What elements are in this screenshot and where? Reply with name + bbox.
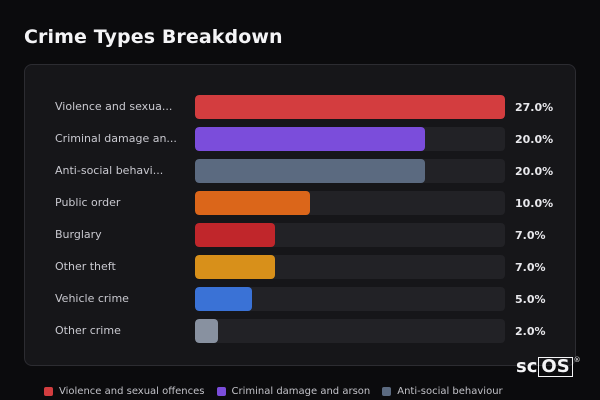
legend-swatch (382, 387, 392, 396)
bar-category-label: Criminal damage an... (55, 132, 177, 145)
bar (195, 287, 253, 311)
bar-row: Vehicle crime 5.0% (55, 287, 555, 311)
scos-logo: sc OS ® (516, 356, 581, 377)
bar-category-label: Public order (55, 196, 121, 209)
bar (195, 255, 276, 279)
bar-track (195, 127, 505, 151)
legend-item: Violence and sexual offences (44, 386, 205, 397)
bar-row: Burglary 7.0% (55, 223, 555, 247)
chart-panel: Violence and sexua... 27.0% Criminal damag… (24, 64, 576, 366)
bar-row: Other theft 7.0% (55, 255, 555, 279)
bar-row: Criminal damage an... 20.0% (55, 127, 555, 151)
bar-category-label: Other crime (55, 324, 121, 337)
legend-swatch (44, 387, 53, 396)
bar-track (195, 95, 505, 119)
logo-registered-mark: ® (573, 356, 581, 364)
chart-title: Crime Types Breakdown (24, 26, 283, 48)
bar (195, 95, 505, 119)
legend-swatch (216, 387, 226, 396)
bar-category-label: Burglary (55, 228, 102, 241)
bar-track (195, 287, 505, 311)
chart-legend: Violence and sexual offences Criminal dam… (44, 386, 503, 397)
bar (195, 319, 218, 343)
bar-value-label: 20.0% (515, 165, 554, 178)
bar-row: Anti-social behavi... 20.0% (55, 159, 555, 183)
bar-track (195, 159, 505, 183)
bar-row: Violence and sexua... 27.0% (55, 95, 555, 119)
legend-item: Anti-social behaviour (382, 386, 503, 397)
bar-value-label: 2.0% (515, 325, 546, 338)
legend-label: Violence and sexual offences (59, 386, 205, 397)
bar-track (195, 223, 505, 247)
bar-track (195, 319, 505, 343)
logo-text-sc: sc (516, 356, 538, 377)
bar-value-label: 5.0% (515, 293, 546, 306)
bar (195, 159, 425, 183)
bar-track (195, 191, 505, 215)
legend-label: Criminal damage and arson (231, 386, 371, 397)
bar-value-label: 7.0% (515, 261, 546, 274)
legend-label: Anti-social behaviour (397, 386, 503, 397)
logo-text-os: OS (538, 356, 573, 377)
bar-value-label: 27.0% (515, 101, 554, 114)
bar-row: Public order 10.0% (55, 191, 555, 215)
bar-track (195, 255, 505, 279)
bar-value-label: 10.0% (515, 197, 554, 210)
bar-row: Other crime 2.0% (55, 319, 555, 343)
bar (195, 223, 276, 247)
bar-category-label: Vehicle crime (55, 292, 129, 305)
bar-category-label: Other theft (55, 260, 116, 273)
bar-category-label: Anti-social behavi... (55, 164, 164, 177)
bar-value-label: 7.0% (515, 229, 546, 242)
bar (195, 191, 310, 215)
legend-item: Criminal damage and arson (216, 386, 371, 397)
bar-value-label: 20.0% (515, 133, 554, 146)
bar (195, 127, 425, 151)
bar-category-label: Violence and sexua... (55, 100, 173, 113)
